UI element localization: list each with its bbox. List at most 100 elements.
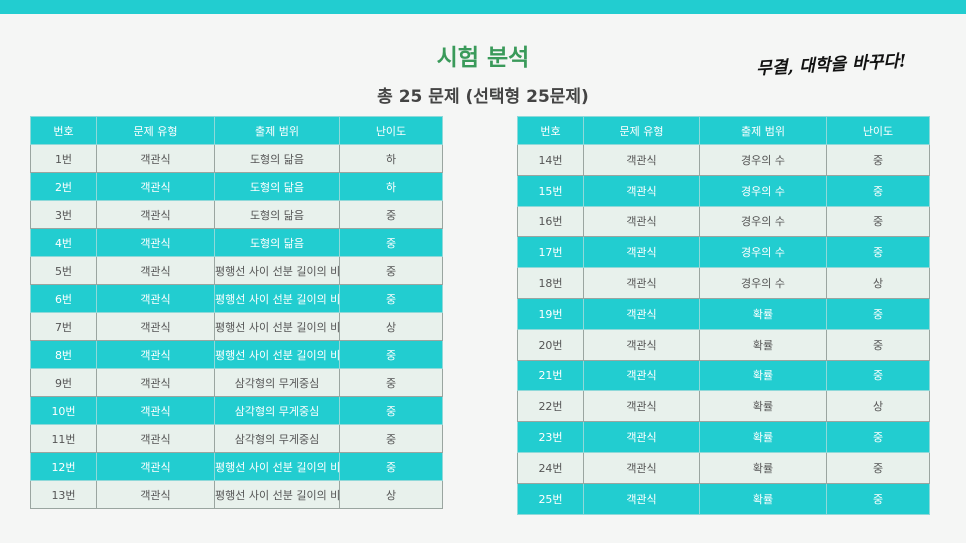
cell-difficulty: 중 (826, 482, 930, 515)
cell-difficulty: 상 (826, 267, 930, 299)
cell-number: 2번 (30, 172, 97, 201)
cell-type: 객관식 (96, 200, 215, 229)
cell-number: 13번 (30, 480, 97, 509)
cell-number: 4번 (30, 228, 97, 257)
cell-difficulty: 중 (339, 340, 443, 369)
cell-range: 도형의 닮음 (214, 144, 340, 173)
cell-type: 객관식 (96, 312, 215, 341)
cell-range: 확률 (699, 390, 827, 423)
cell-type: 객관식 (96, 284, 215, 313)
cell-type: 객관식 (583, 328, 700, 361)
cell-difficulty: 중 (826, 236, 930, 269)
table-row: 9번 객관식 삼각형의 무게중심 중 (30, 368, 443, 397)
cell-range: 평행선 사이 선분 길이의 비 (214, 256, 340, 285)
cell-range: 경우의 수 (699, 236, 827, 269)
cell-difficulty: 중 (339, 368, 443, 397)
table-row: 25번 객관식 확률 중 (517, 482, 930, 515)
table-row: 24번 객관식 확률 중 (517, 451, 930, 484)
cell-difficulty: 중 (826, 421, 930, 453)
cell-range: 경우의 수 (699, 267, 827, 299)
cell-type: 객관식 (583, 267, 700, 299)
cell-range: 평행선 사이 선분 길이의 비 (214, 480, 340, 509)
cell-number: 21번 (517, 359, 584, 392)
cell-number: 22번 (517, 390, 584, 423)
cell-type: 객관식 (583, 390, 700, 423)
cell-range: 평행선 사이 선분 길이의 비 (214, 284, 340, 313)
cell-difficulty: 중 (339, 452, 443, 481)
cell-difficulty: 상 (826, 390, 930, 423)
exam-table-right: 번호 문제 유형 출제 범위 난이도 14번 객관식 경우의 수 중 15번 객관식 경우의… (517, 116, 930, 515)
cell-range: 삼각형의 무게중심 (214, 396, 340, 425)
cell-number: 19번 (517, 297, 584, 330)
table-row: 19번 객관식 확률 중 (517, 297, 930, 330)
cell-range: 확률 (699, 451, 827, 484)
cell-number: 15번 (517, 174, 584, 207)
cell-type: 객관식 (583, 236, 700, 269)
cell-type: 객관식 (96, 480, 215, 509)
cell-number: 23번 (517, 421, 584, 453)
table-row: 11번 객관식 삼각형의 무게중심 중 (30, 424, 443, 453)
cell-number: 1번 (30, 144, 97, 173)
table-row: 21번 객관식 확률 중 (517, 359, 930, 392)
cell-difficulty: 중 (826, 174, 930, 207)
table-header-row: 번호 문제 유형 출제 범위 난이도 (517, 116, 930, 145)
header-number: 번호 (30, 116, 97, 145)
cell-number: 18번 (517, 267, 584, 299)
cell-range: 도형의 닮음 (214, 172, 340, 201)
table-header-row: 번호 문제 유형 출제 범위 난이도 (30, 116, 443, 145)
page-subtitle: 총 25 문제 (선택형 25문제) (377, 87, 589, 107)
table-row: 23번 객관식 확률 중 (517, 421, 930, 453)
cell-difficulty: 중 (826, 297, 930, 330)
cell-number: 5번 (30, 256, 97, 285)
cell-type: 객관식 (583, 482, 700, 515)
cell-type: 객관식 (96, 340, 215, 369)
cell-difficulty: 하 (339, 144, 443, 173)
cell-type: 객관식 (583, 205, 700, 238)
cell-difficulty: 중 (339, 284, 443, 313)
cell-range: 평행선 사이 선분 길이의 비 (214, 312, 340, 341)
cell-range: 평행선 사이 선분 길이의 비 (214, 340, 340, 369)
cell-type: 객관식 (96, 396, 215, 425)
table-row: 1번 객관식 도형의 닮음 하 (30, 144, 443, 173)
cell-number: 25번 (517, 482, 584, 515)
header-number: 번호 (517, 116, 584, 145)
cell-type: 객관식 (96, 256, 215, 285)
header-range: 출제 범위 (699, 116, 827, 145)
cell-range: 경우의 수 (699, 205, 827, 238)
cell-difficulty: 하 (339, 172, 443, 201)
cell-type: 객관식 (583, 359, 700, 392)
cell-number: 20번 (517, 328, 584, 361)
cell-type: 객관식 (583, 174, 700, 207)
cell-difficulty: 중 (826, 451, 930, 484)
cell-type: 객관식 (96, 172, 215, 201)
cell-range: 평행선 사이 선분 길이의 비 (214, 452, 340, 481)
cell-range: 확률 (699, 328, 827, 361)
cell-number: 17번 (517, 236, 584, 269)
cell-type: 객관식 (96, 452, 215, 481)
cell-difficulty: 중 (339, 256, 443, 285)
cell-difficulty: 상 (339, 312, 443, 341)
cell-range: 확률 (699, 482, 827, 515)
cell-difficulty: 상 (339, 480, 443, 509)
cell-number: 7번 (30, 312, 97, 341)
cell-number: 16번 (517, 205, 584, 238)
cell-type: 객관식 (583, 144, 700, 176)
cell-difficulty: 중 (826, 328, 930, 361)
cell-range: 경우의 수 (699, 174, 827, 207)
cell-type: 객관식 (583, 421, 700, 453)
cell-type: 객관식 (96, 228, 215, 257)
header-range: 출제 범위 (214, 116, 340, 145)
cell-type: 객관식 (96, 424, 215, 453)
cell-number: 9번 (30, 368, 97, 397)
cell-number: 14번 (517, 144, 584, 176)
header-type: 문제 유형 (583, 116, 700, 145)
table-row: 20번 객관식 확률 중 (517, 328, 930, 361)
cell-range: 삼각형의 무게중심 (214, 424, 340, 453)
